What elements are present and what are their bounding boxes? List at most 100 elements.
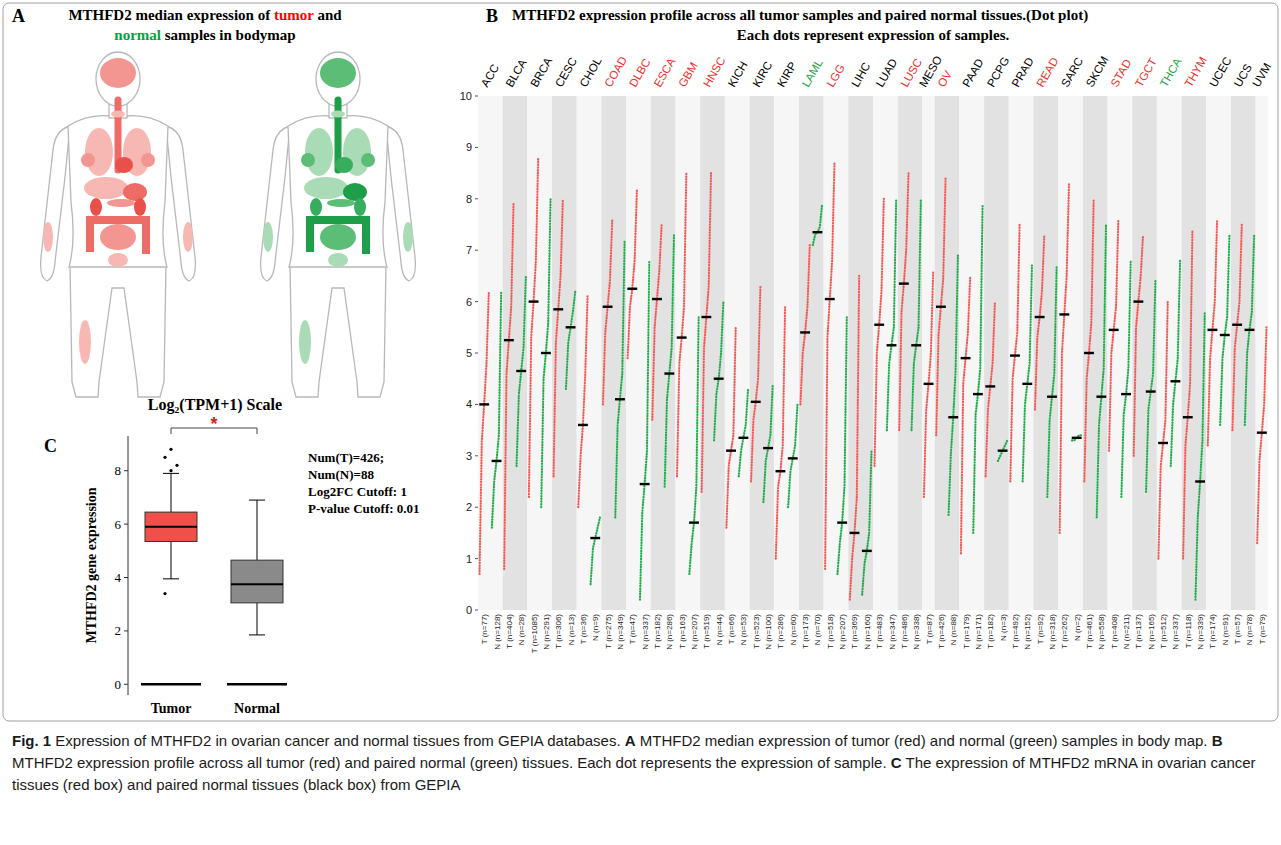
organ-muscle bbox=[299, 320, 311, 364]
y-tick bbox=[475, 353, 478, 354]
sample-label: T (n=182) bbox=[653, 614, 662, 649]
sample-label: N (n=128) bbox=[493, 614, 502, 650]
box-median bbox=[231, 583, 283, 585]
chart-title: MTHFD2 expression profile across all tum… bbox=[512, 7, 1088, 24]
organ-brain bbox=[100, 58, 136, 88]
sample-dots bbox=[986, 302, 995, 477]
organ-intestine bbox=[320, 224, 356, 250]
sample-label: T (n=492) bbox=[1011, 614, 1020, 649]
y-tick-label: 7 bbox=[466, 244, 472, 256]
median-bar bbox=[726, 449, 736, 451]
median-bar bbox=[541, 352, 551, 354]
y-tick-label: 8 bbox=[466, 193, 472, 205]
x-tick-label: Tumor bbox=[151, 701, 192, 716]
category-band bbox=[478, 96, 503, 610]
sample-label: T (n=179) bbox=[962, 614, 971, 649]
note: Num(T)=426; bbox=[308, 450, 384, 465]
y-tick bbox=[475, 147, 478, 148]
sample-label: T (n=174) bbox=[1208, 614, 1217, 649]
sample-label: N (n=291) bbox=[542, 614, 551, 650]
median-bar bbox=[924, 383, 934, 385]
organ-liver bbox=[304, 177, 348, 199]
sample-dots bbox=[949, 255, 958, 515]
sample-dots bbox=[850, 276, 859, 600]
sample-dots bbox=[1097, 225, 1106, 518]
category-label: UCEC bbox=[1207, 55, 1234, 89]
sample-dots bbox=[800, 245, 809, 404]
sample-label: N (n=60) bbox=[789, 614, 798, 646]
category-label: TGCT bbox=[1133, 56, 1159, 89]
category-label: UVM bbox=[1250, 61, 1273, 89]
category-label: CESC bbox=[553, 55, 579, 89]
panel-b: BMTHFD2 expression profile across all tu… bbox=[460, 6, 1274, 653]
median-bar bbox=[1072, 437, 1082, 439]
median-bar bbox=[763, 447, 773, 449]
organ-bladder bbox=[108, 253, 128, 267]
category-band bbox=[824, 96, 849, 610]
body-arm bbox=[166, 126, 195, 281]
y-tick bbox=[475, 301, 478, 302]
sample-dots bbox=[615, 240, 624, 518]
median-bar bbox=[1084, 352, 1094, 354]
category-label: THCA bbox=[1158, 56, 1184, 89]
median-bar bbox=[1059, 313, 1069, 315]
caption-label: Fig. 1 bbox=[12, 732, 51, 749]
median-bar bbox=[677, 336, 687, 338]
title-segment: samples in bodymap bbox=[161, 27, 296, 43]
sample-label: T (n=404) bbox=[505, 614, 514, 649]
sample-dots bbox=[726, 327, 735, 527]
median-bar bbox=[1195, 480, 1205, 482]
category-band bbox=[848, 96, 873, 610]
note: P-value Cutoff: 0.01 bbox=[308, 501, 420, 516]
sample-label: T (n=306) bbox=[554, 614, 563, 649]
sample-label: T (n=173) bbox=[801, 614, 810, 649]
organ-liver bbox=[84, 177, 128, 199]
median-bar bbox=[1121, 393, 1131, 395]
whisker bbox=[171, 541, 172, 578]
whisker bbox=[171, 473, 172, 512]
whisker bbox=[257, 603, 258, 635]
sample-label: N (n=337) bbox=[1171, 614, 1180, 650]
outlier bbox=[169, 469, 172, 472]
sample-dots bbox=[640, 260, 649, 599]
category-band bbox=[1256, 96, 1268, 610]
sample-dots bbox=[689, 317, 698, 574]
note: Log2FC Cutoff: 1 bbox=[308, 484, 407, 499]
category-label: READ bbox=[1034, 55, 1060, 89]
whisker-cap bbox=[163, 578, 179, 579]
category-label: UCS bbox=[1232, 62, 1255, 89]
y-tick-label: 0 bbox=[115, 677, 122, 692]
organ-lung bbox=[85, 128, 113, 176]
median-bar bbox=[1109, 329, 1119, 331]
category-label: SARC bbox=[1059, 55, 1085, 89]
outlier bbox=[163, 592, 166, 595]
y-tick-label: 4 bbox=[466, 398, 472, 410]
median-bar bbox=[887, 344, 897, 346]
category-label: LIHC bbox=[849, 60, 872, 89]
organ-thyroid bbox=[331, 111, 345, 118]
y-tick-label: 1 bbox=[466, 553, 472, 565]
sample-dots bbox=[566, 291, 575, 389]
category-band bbox=[984, 96, 1009, 610]
organ-intestine bbox=[100, 224, 136, 250]
median-bar bbox=[1220, 334, 1230, 336]
y-tick-label: 10 bbox=[460, 90, 472, 102]
box bbox=[145, 512, 197, 541]
category-band bbox=[873, 96, 898, 610]
y-tick-label: 2 bbox=[466, 501, 472, 513]
organ-heart bbox=[335, 157, 353, 173]
median-bar bbox=[578, 424, 588, 426]
median-bar bbox=[664, 372, 674, 374]
sample-dots bbox=[1245, 235, 1254, 425]
sample-dots bbox=[480, 291, 489, 574]
sample-label: N (n=2) bbox=[1073, 614, 1082, 641]
figure-frame bbox=[3, 3, 1278, 721]
outlier bbox=[169, 448, 172, 451]
organ-bladder bbox=[328, 253, 348, 267]
category-band bbox=[935, 96, 960, 610]
category-band bbox=[527, 96, 552, 610]
body-arm bbox=[41, 126, 70, 281]
median-bar bbox=[603, 306, 613, 308]
median-bar bbox=[800, 331, 810, 333]
title-segment: normal bbox=[114, 27, 161, 43]
